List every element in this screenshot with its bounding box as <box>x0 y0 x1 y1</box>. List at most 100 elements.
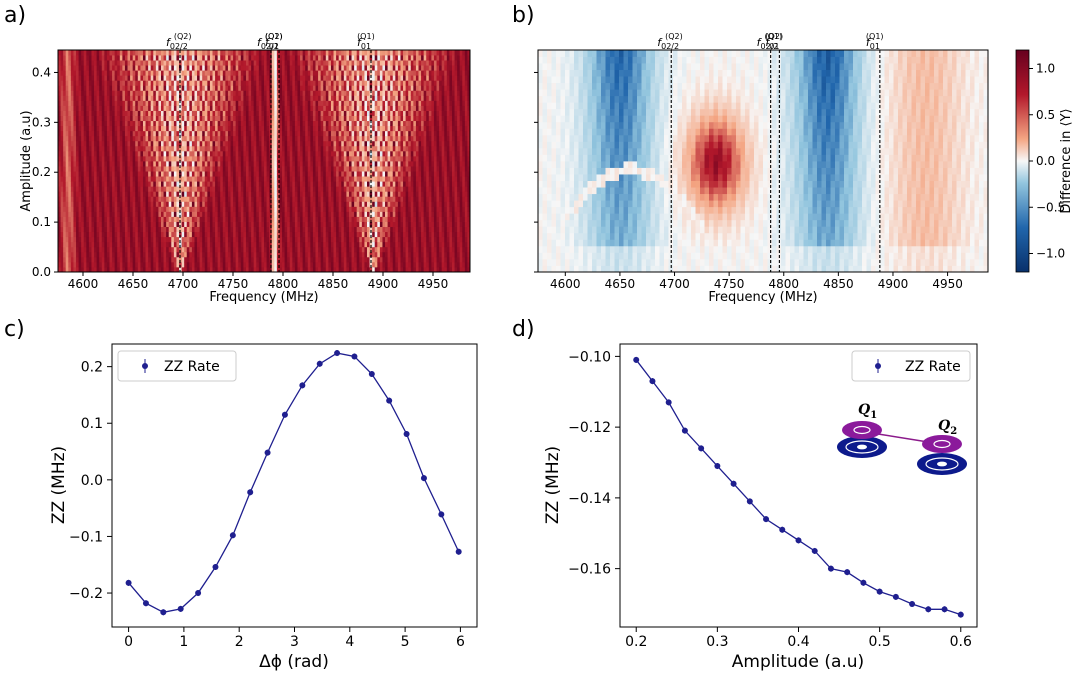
heatmap-cell <box>212 135 216 142</box>
heatmap-cell <box>104 206 108 212</box>
heatmap-cell <box>101 135 105 142</box>
heatmap-cell <box>253 261 257 268</box>
heatmap-cell <box>328 75 332 81</box>
heatmap-cell <box>73 166 77 172</box>
heatmap-cell <box>320 90 324 96</box>
heatmap-cell <box>65 135 69 142</box>
heatmap-cell <box>83 155 87 162</box>
heatmap-cell <box>220 135 224 142</box>
heatmap-cell <box>199 201 203 207</box>
heatmap-cell <box>140 60 144 66</box>
heatmap-cell <box>176 120 180 127</box>
heatmap-cell <box>124 241 128 248</box>
heatmap-cell <box>176 100 180 106</box>
heatmap-cell <box>222 176 226 182</box>
heatmap-cell <box>328 140 332 147</box>
heatmap-cell <box>132 145 136 152</box>
heatmap-cell <box>207 236 211 243</box>
heatmap-cell <box>240 75 244 81</box>
heatmap-cell <box>127 236 131 243</box>
heatmap-cell <box>140 65 144 71</box>
heatmap-cell <box>297 80 301 86</box>
heatmap-cell <box>338 211 342 217</box>
heatmap-cell <box>197 115 201 122</box>
heatmap-cell <box>287 201 291 207</box>
heatmap-cell <box>315 140 319 147</box>
heatmap-cell <box>142 130 146 137</box>
heatmap-cell <box>235 115 239 122</box>
heatmap-cell <box>271 191 275 197</box>
heatmap-cell <box>145 85 149 91</box>
heatmap-cell <box>310 246 314 253</box>
heatmap-cell <box>150 246 154 253</box>
heatmap-cell <box>333 90 337 96</box>
heatmap-cell <box>176 171 180 177</box>
heatmap-cell <box>307 261 311 268</box>
heatmap-cell <box>99 105 103 111</box>
heatmap-cell <box>343 55 347 61</box>
heatmap-cell <box>199 155 203 162</box>
heatmap-cell <box>145 90 149 96</box>
heatmap-cell <box>204 201 208 207</box>
heatmap-cell <box>117 196 121 202</box>
heatmap-cell <box>258 166 262 172</box>
heatmap-cell <box>155 55 159 61</box>
heatmap-cell <box>320 100 324 106</box>
heatmap-cell <box>173 166 177 172</box>
heatmap-cell <box>266 105 270 111</box>
heatmap-cell <box>132 70 136 76</box>
heatmap-cell <box>248 90 252 96</box>
heatmap-cell <box>325 201 329 207</box>
heatmap-cell <box>119 135 123 142</box>
heatmap-cell <box>91 120 95 127</box>
heatmap-cell <box>70 221 74 227</box>
heatmap-cell <box>209 226 213 233</box>
heatmap-cell <box>109 216 113 222</box>
heatmap-cell <box>336 236 340 243</box>
heatmap-cell <box>258 115 262 122</box>
heatmap-cell <box>181 251 185 258</box>
heatmap-cell <box>63 80 67 86</box>
heatmap-cell <box>127 155 131 162</box>
heatmap-cell <box>173 236 177 243</box>
heatmap-cell <box>99 90 103 96</box>
heatmap-cell <box>184 211 188 217</box>
heatmap-cell <box>215 55 219 61</box>
heatmap-cell <box>124 55 128 61</box>
heatmap-cell <box>307 135 311 142</box>
heatmap-cell <box>336 221 340 227</box>
heatmap-cell <box>212 256 216 263</box>
heatmap-cell <box>94 50 98 56</box>
heatmap-cell <box>300 85 304 91</box>
heatmap-cell <box>253 166 257 172</box>
heatmap-cell <box>150 216 154 222</box>
heatmap-cell <box>176 201 180 207</box>
heatmap-cell <box>240 80 244 86</box>
heatmap-cell <box>181 241 185 248</box>
heatmap-cell <box>294 261 298 268</box>
heatmap-cell <box>106 145 110 152</box>
heatmap-cell <box>78 196 82 202</box>
heatmap-cell <box>300 211 304 217</box>
heatmap-cell <box>225 236 229 243</box>
heatmap-cell <box>78 201 82 207</box>
heatmap-cell <box>330 171 334 177</box>
heatmap-cell <box>58 150 61 157</box>
heatmap-cell <box>333 50 337 56</box>
heatmap-cell <box>292 256 296 263</box>
heatmap-cell <box>209 60 213 66</box>
heatmap-cell <box>289 65 293 71</box>
heatmap-cell <box>186 261 190 268</box>
heatmap-cell <box>258 201 262 207</box>
heatmap-cell <box>248 75 252 81</box>
heatmap-cell <box>189 85 193 91</box>
heatmap-cell <box>284 186 288 192</box>
heatmap-cell <box>58 251 61 258</box>
heatmap-cell <box>222 95 226 101</box>
heatmap-cell <box>199 95 203 101</box>
heatmap-cell <box>274 201 278 207</box>
heatmap-cell <box>122 145 126 152</box>
heatmap-cell <box>235 75 239 81</box>
heatmap-cell <box>181 100 185 106</box>
